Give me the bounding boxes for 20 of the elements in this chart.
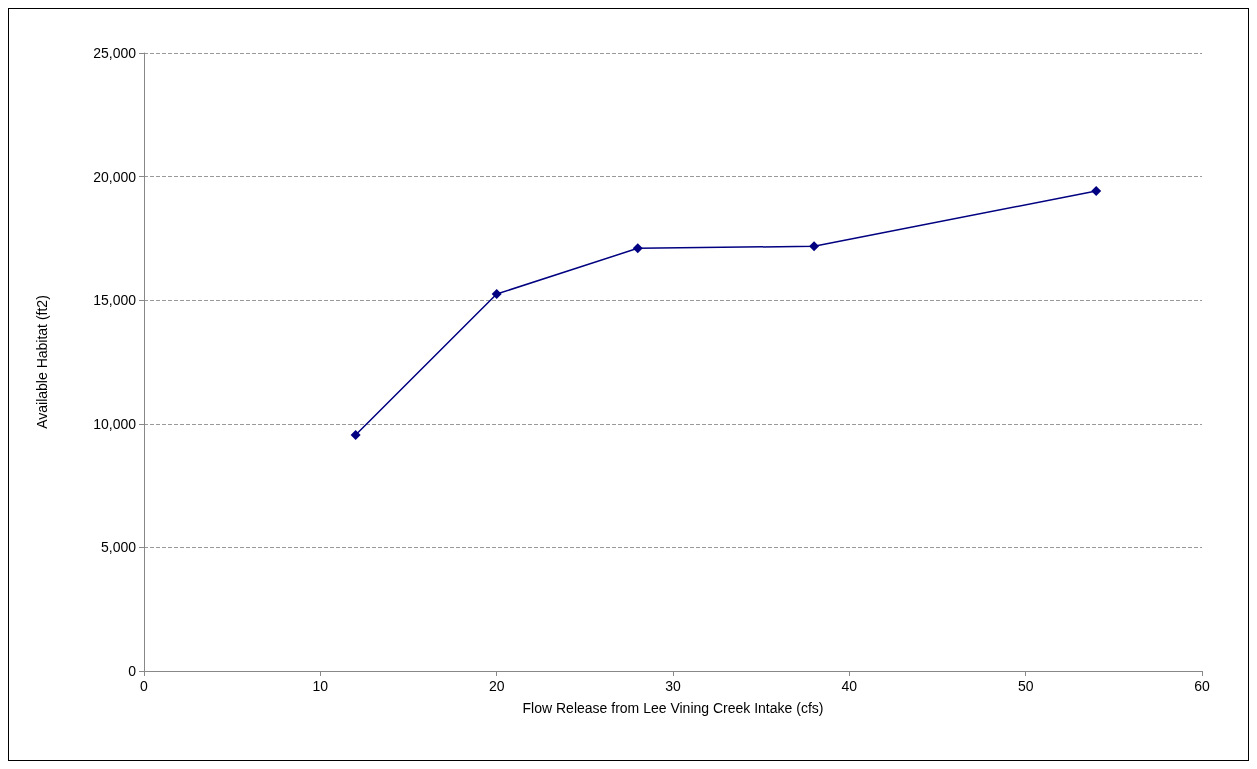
point [1091, 185, 1102, 196]
point [350, 429, 361, 440]
x-tick-label: 30 [665, 678, 681, 694]
x-axis-title: Flow Release from Lee Vining Creek Intake (cfs) [522, 700, 824, 716]
y-tick-label: 0 [128, 663, 137, 679]
x-tick-label: 20 [488, 678, 505, 694]
x-tick-label: 40 [841, 678, 858, 694]
x-tick-label: 50 [1017, 678, 1034, 694]
y-tick-label: 10,000 [93, 415, 137, 432]
y-tick-label: 15,000 [93, 292, 137, 309]
y-axis-title: Available Habitat (ft2) [34, 295, 50, 429]
x-tick-label: 0 [140, 678, 149, 694]
x-tick-label: 60 [1194, 678, 1210, 694]
y-tick-label: 25,000 [93, 45, 137, 61]
point [809, 241, 820, 252]
y-tick-label: 20,000 [93, 168, 137, 185]
point [491, 289, 502, 300]
y-tick-label: 5,000 [100, 539, 137, 556]
point [632, 243, 643, 254]
x-tick-label: 10 [312, 678, 329, 694]
